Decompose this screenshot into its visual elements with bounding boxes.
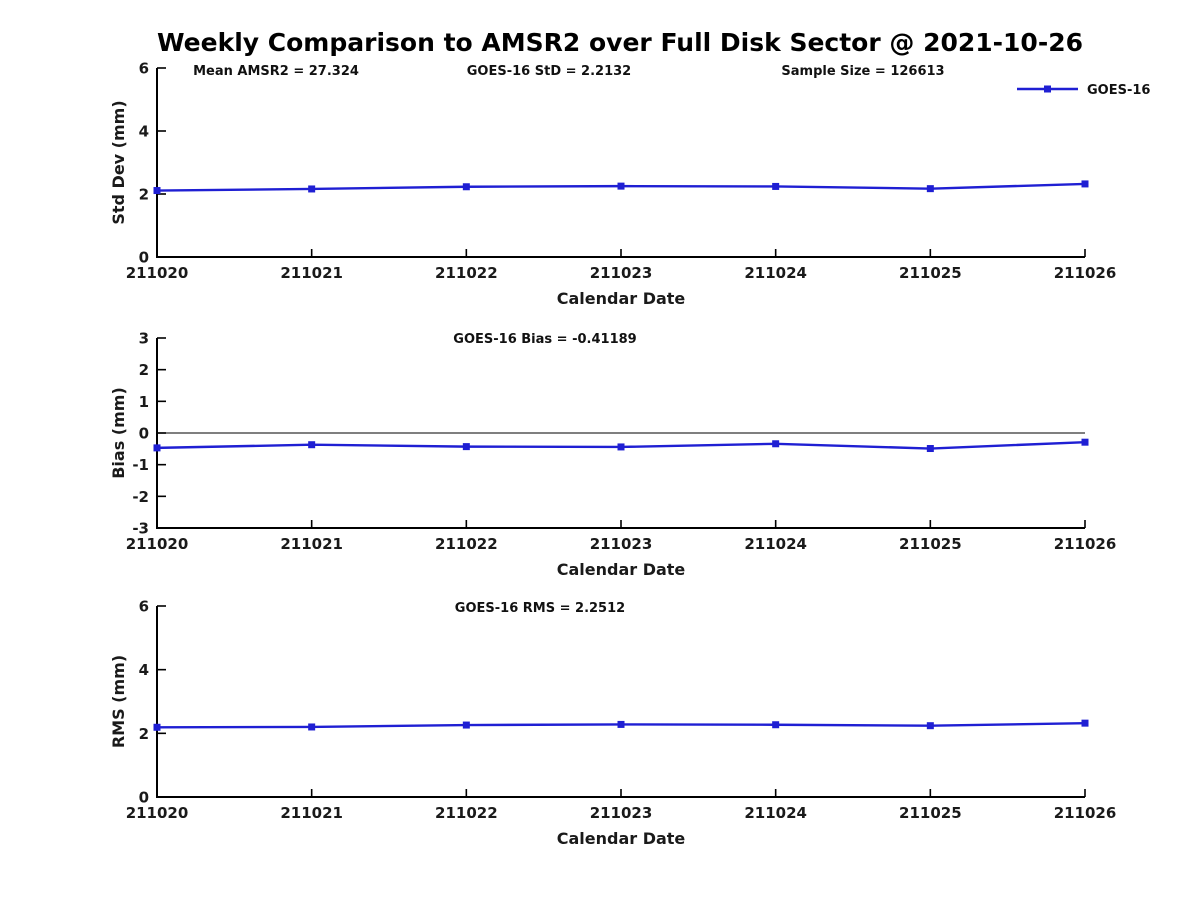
x-tick-label: 211023 — [590, 804, 653, 822]
data-point-marker — [926, 445, 934, 453]
x-tick-label: 211026 — [1054, 264, 1117, 282]
bias-annotation: GOES-16 Bias = -0.41189 — [453, 332, 636, 347]
data-point-marker — [1081, 719, 1089, 727]
y-axis-label: Bias (mm) — [109, 387, 128, 479]
y-tick-label: 3 — [139, 330, 149, 348]
data-point-marker — [153, 723, 161, 731]
legend: GOES-16 — [1017, 83, 1150, 98]
x-tick-label: 211020 — [126, 264, 189, 282]
y-tick-label: 0 — [139, 249, 149, 267]
data-point-marker — [617, 182, 625, 190]
y-tick-label: 6 — [139, 60, 149, 78]
data-point-marker — [772, 721, 780, 729]
data-point-marker — [462, 443, 470, 451]
x-tick-label: 211025 — [899, 804, 962, 822]
y-tick-label: 0 — [139, 425, 149, 443]
chart-title: Weekly Comparison to AMSR2 over Full Dis… — [156, 28, 1083, 57]
data-point-marker — [308, 185, 316, 193]
x-axis-label: Calendar Date — [557, 829, 686, 848]
std-dev-annotation: Mean AMSR2 = 27.324 — [193, 64, 359, 79]
data-point-marker — [926, 722, 934, 730]
data-point-marker — [617, 720, 625, 728]
y-tick-label: 2 — [139, 361, 149, 379]
data-point-marker — [926, 185, 934, 193]
x-tick-label: 211021 — [280, 804, 343, 822]
axis-frame — [156, 606, 1085, 798]
y-tick-label: 2 — [139, 725, 149, 743]
legend-marker — [1044, 85, 1051, 93]
data-point-marker — [772, 440, 780, 448]
data-point-marker — [1081, 180, 1089, 188]
data-point-marker — [1081, 438, 1089, 446]
data-point-marker — [153, 187, 161, 195]
x-tick-label: 211023 — [590, 535, 653, 553]
y-tick-label: 2 — [139, 186, 149, 204]
y-tick-label: -2 — [132, 488, 149, 506]
y-tick-label: -1 — [132, 456, 149, 474]
x-tick-label: 211023 — [590, 264, 653, 282]
data-point-marker — [153, 444, 161, 452]
std-dev-plot: 0 2 4 6 211020 211021 211022 211023 211024 211025… — [109, 60, 1150, 309]
rms-annotation: GOES-16 RMS = 2.2512 — [455, 601, 625, 616]
data-point-marker — [462, 183, 470, 191]
y-tick-label: -3 — [132, 520, 149, 538]
x-tick-label: 211020 — [126, 804, 189, 822]
x-tick-label: 211024 — [744, 535, 807, 553]
bias-plot: -3 -2 -1 0 1 2 3 211020 211021 211022 211023 211024… — [109, 330, 1116, 580]
rms-plot: 0 2 4 6 211020 211021 211022 211023 211024 211025… — [109, 598, 1116, 849]
std-dev-annotation: Sample Size = 126613 — [781, 64, 944, 79]
axis-frame — [156, 68, 1085, 258]
x-tick-label: 211025 — [899, 535, 962, 553]
y-axis-label: Std Dev (mm) — [109, 100, 128, 224]
data-point-marker — [462, 721, 470, 729]
y-tick-label: 6 — [139, 598, 149, 616]
x-tick-label: 211020 — [126, 535, 189, 553]
data-point-marker — [308, 441, 316, 449]
x-tick-label: 211026 — [1054, 535, 1117, 553]
x-tick-label: 211022 — [435, 804, 498, 822]
x-axis-label: Calendar Date — [557, 289, 686, 308]
x-tick-label: 211021 — [280, 535, 343, 553]
x-tick-label: 211024 — [744, 264, 807, 282]
y-tick-label: 1 — [139, 393, 149, 411]
x-tick-label: 211022 — [435, 535, 498, 553]
y-tick-label: 0 — [139, 789, 149, 807]
x-tick-label: 211024 — [744, 804, 807, 822]
data-point-marker — [772, 182, 780, 190]
y-tick-label: 4 — [139, 123, 149, 141]
x-tick-label: 211022 — [435, 264, 498, 282]
x-tick-label: 211021 — [280, 264, 343, 282]
data-point-marker — [308, 723, 316, 731]
data-point-marker — [617, 443, 625, 451]
y-axis-label: RMS (mm) — [109, 655, 128, 748]
std-dev-annotation: GOES-16 StD = 2.2132 — [467, 64, 631, 79]
x-tick-label: 211026 — [1054, 804, 1117, 822]
y-tick-label: 4 — [139, 661, 149, 679]
legend-label: GOES-16 — [1087, 83, 1150, 98]
x-tick-label: 211025 — [899, 264, 962, 282]
x-axis-label: Calendar Date — [557, 560, 686, 579]
